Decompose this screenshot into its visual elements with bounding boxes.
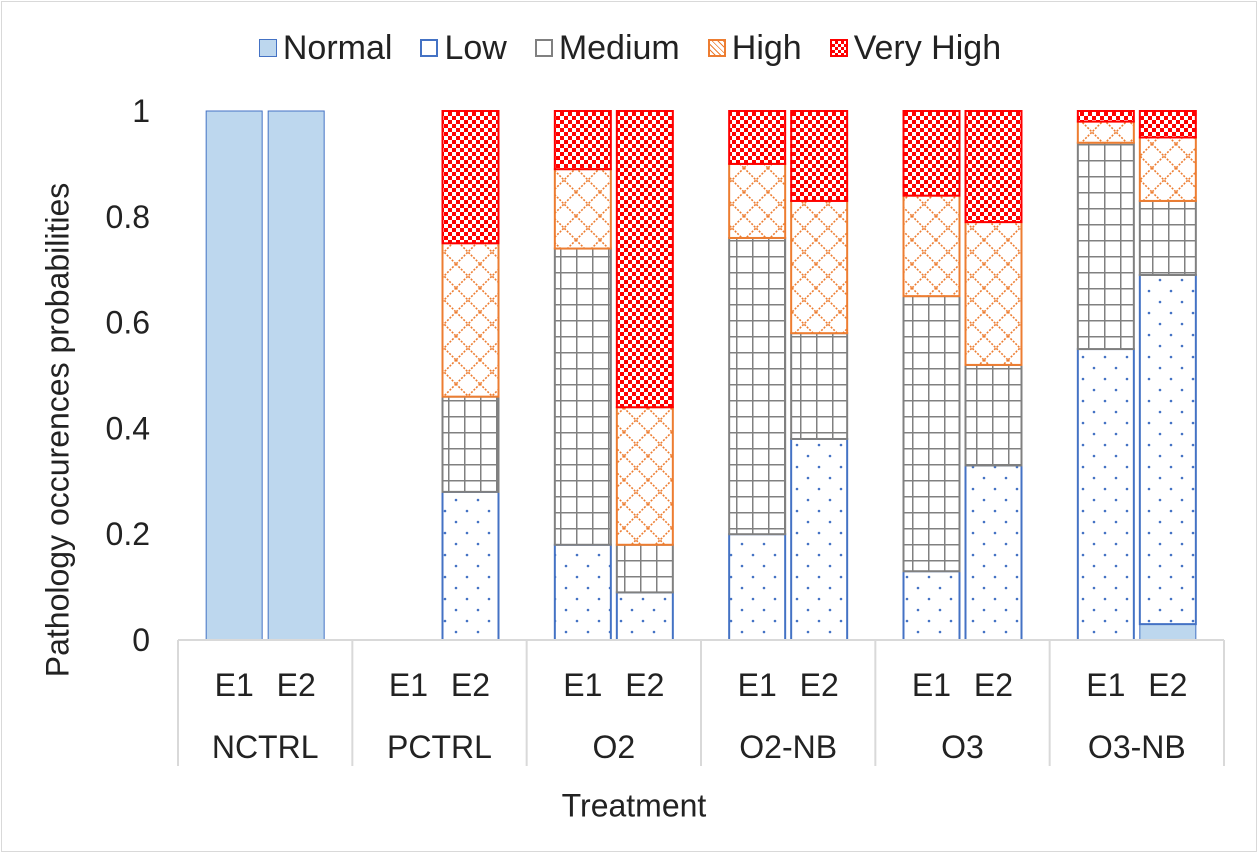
x-bar-label: E1 [215,667,254,703]
bar-segment-normal [267,110,325,641]
legend-item-very-high: Very High [829,28,1002,68]
y-tick-label: 0.4 [106,410,150,446]
bar-segment-low [1138,273,1197,626]
bar-segment-medium [615,543,674,594]
x-bar-label: E1 [389,667,428,703]
bar-segment-medium [902,295,961,573]
bar-segment-medium [553,247,612,546]
chart-legend: Normal Low Medium High Very High [0,28,1260,68]
y-tick-label: 1 [132,93,150,129]
bar-segment-very-high [964,110,1023,224]
bar-segment-medium [964,363,1023,467]
x-bar-label: E2 [451,667,490,703]
bar-segment-very-high [615,110,674,409]
bar-segment-low [728,533,787,642]
legend-label-low: Low [444,28,507,67]
bar-segment-low [902,570,961,641]
y-tick-label: 0.6 [106,305,150,341]
legend-swatch-low [420,39,439,57]
legend-label-normal: Normal [282,28,393,67]
bar-segment-very-high [1076,110,1135,123]
y-tick-label: 0 [132,622,150,658]
bar-segment-very-high [728,110,787,165]
bar-segment-high [964,221,1023,366]
y-tick-label: 0.8 [106,199,150,235]
x-bar-label: E1 [1086,667,1125,703]
x-group-label: PCTRL [387,729,492,765]
legend-item-low: Low [420,28,507,68]
legend-item-high: High [707,28,802,68]
x-group-label: O2-NB [739,729,837,765]
x-bar-label: E2 [277,667,316,703]
bar-segment-normal [1139,623,1197,641]
bar-segment-very-high [441,110,500,245]
bar-segment-high [441,242,500,398]
x-bar-label: E1 [738,667,777,703]
bar-segment-low [615,591,674,642]
bar-segment-very-high [553,110,612,171]
bar-segment-low [553,543,612,642]
x-bar-label: E2 [625,667,664,703]
bar-segment-high [615,406,674,546]
x-group-label: O3-NB [1088,729,1186,765]
bar-segment-high [728,162,787,239]
legend-swatch-high [707,39,726,57]
x-bar-label: E2 [800,667,839,703]
bar-segment-very-high [790,110,849,202]
legend-label-medium: Medium [558,28,680,67]
legend-item-normal: Normal [258,28,393,68]
bar-segment-low [1076,348,1135,641]
bar-segment-medium [1138,199,1197,276]
legend-label-very-high: Very High [853,28,1002,67]
bar-segment-high [1076,120,1135,144]
x-bar-label: E1 [563,667,602,703]
bar-segment-medium [790,332,849,440]
legend-label-high: High [731,28,802,67]
x-axis-label: Treatment [561,787,707,824]
bar-segment-medium [728,236,787,536]
x-group-label: O3 [941,729,984,765]
bar-segment-medium [441,395,500,493]
bar-segment-normal [205,110,263,641]
legend-swatch-normal [258,39,277,57]
x-bar-label: E1 [912,667,951,703]
bar-segment-low [441,490,500,641]
bar-segment-very-high [1138,110,1197,139]
legend-item-medium: Medium [534,28,680,68]
x-group-label: O2 [592,729,635,765]
bar-segment-high [902,194,961,298]
legend-swatch-medium [534,39,553,57]
bar-segment-high [553,168,612,250]
bar-segment-low [964,464,1023,641]
bar-segment-high [790,199,849,335]
bar-segment-very-high [902,110,961,197]
x-bar-label: E2 [1148,667,1187,703]
bar-segment-low [790,437,849,642]
y-tick-label: 0.2 [106,516,150,552]
x-group-label: NCTRL [212,729,319,765]
bar-segment-high [1138,136,1197,202]
bar-segment-medium [1076,141,1135,351]
x-bar-label: E2 [974,667,1013,703]
legend-swatch-very-high [829,39,848,57]
